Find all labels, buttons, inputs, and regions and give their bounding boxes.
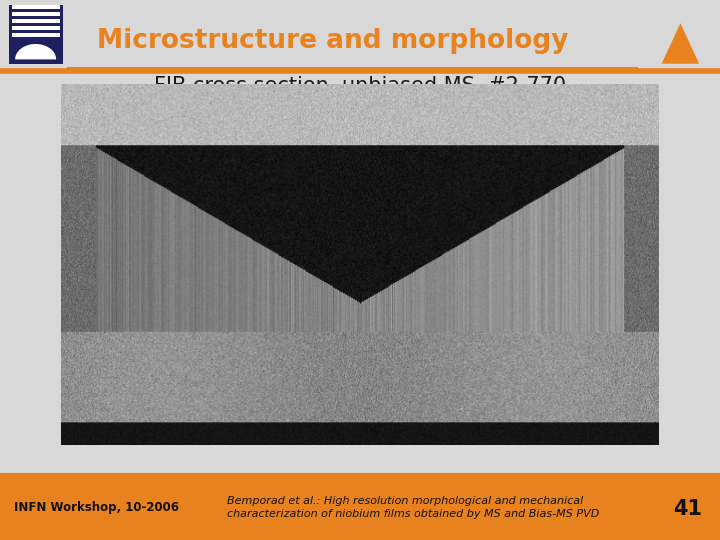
Bar: [0, 475, 720, 540]
Bar: [12, 26, 60, 30]
Text: INFN Workshop, 10-2006: INFN Workshop, 10-2006: [14, 501, 179, 514]
Polygon shape: [662, 23, 699, 64]
Bar: [12, 5, 60, 9]
Text: Microstructure and morphology: Microstructure and morphology: [97, 28, 569, 54]
Polygon shape: [15, 44, 56, 59]
Bar: [12, 19, 60, 23]
Text: Bemporad et al.: High resolution morphological and mechanical
characterization o: Bemporad et al.: High resolution morphol…: [227, 496, 599, 519]
Bar: [12, 33, 60, 37]
Bar: [12, 12, 60, 16]
Text: 41: 41: [673, 498, 702, 519]
Bar: [0, 0, 720, 70]
Text: FIB cross section, unbiased MS, #2-770: FIB cross section, unbiased MS, #2-770: [154, 76, 566, 97]
Bar: [9, 5, 63, 64]
